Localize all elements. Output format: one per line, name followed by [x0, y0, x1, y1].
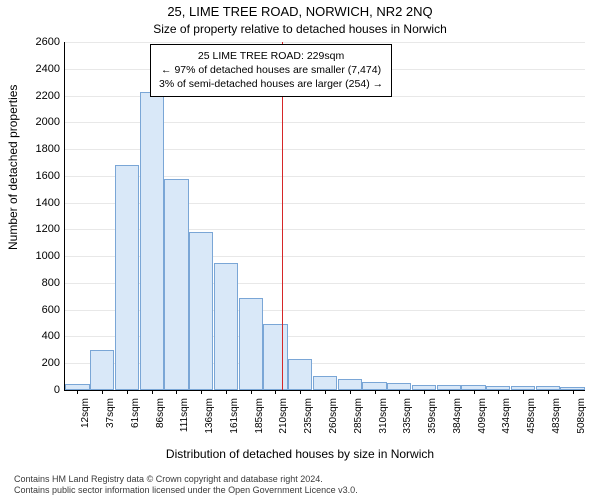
- x-tick-label: 210sqm: [278, 398, 289, 442]
- chart-container: 25, LIME TREE ROAD, NORWICH, NR2 2NQ Siz…: [0, 0, 600, 500]
- histogram-bar: [115, 165, 139, 390]
- histogram-bar: [90, 350, 114, 390]
- y-axis-label: Number of detached properties: [6, 85, 20, 250]
- x-tick: [275, 390, 276, 394]
- y-tick-label: 2200: [20, 90, 60, 102]
- y-tick-label: 600: [20, 304, 60, 316]
- x-tick-label: 86sqm: [155, 398, 166, 442]
- y-tick-label: 800: [20, 277, 60, 289]
- gridline: [65, 42, 585, 43]
- histogram-bar: [164, 179, 188, 390]
- x-tick: [300, 390, 301, 394]
- histogram-bar: [288, 359, 312, 390]
- x-tick: [176, 390, 177, 394]
- histogram-bar: [313, 376, 337, 390]
- x-axis-label: Distribution of detached houses by size …: [0, 447, 600, 461]
- annotation-line: 3% of semi-detached houses are larger (2…: [159, 77, 383, 91]
- y-tick-label: 1800: [20, 143, 60, 155]
- page-title: 25, LIME TREE ROAD, NORWICH, NR2 2NQ: [0, 4, 600, 19]
- x-tick-label: 434sqm: [501, 398, 512, 442]
- x-tick: [325, 390, 326, 394]
- y-tick-label: 2000: [20, 116, 60, 128]
- x-tick: [201, 390, 202, 394]
- x-tick-label: 61sqm: [130, 398, 141, 442]
- histogram-bar: [214, 263, 238, 390]
- x-tick: [226, 390, 227, 394]
- x-tick: [251, 390, 252, 394]
- y-tick-label: 2600: [20, 36, 60, 48]
- x-tick: [375, 390, 376, 394]
- histogram-bar: [263, 324, 287, 390]
- x-tick-label: 409sqm: [477, 398, 488, 442]
- y-tick-label: 200: [20, 357, 60, 369]
- x-tick-label: 136sqm: [204, 398, 215, 442]
- y-tick-label: 1400: [20, 197, 60, 209]
- x-tick: [350, 390, 351, 394]
- x-tick: [77, 390, 78, 394]
- x-tick: [152, 390, 153, 394]
- x-tick-label: 260sqm: [328, 398, 339, 442]
- annotation-line: 25 LIME TREE ROAD: 229sqm: [159, 49, 383, 63]
- x-tick: [548, 390, 549, 394]
- histogram-bar: [387, 383, 411, 390]
- y-tick-label: 1200: [20, 223, 60, 235]
- histogram-bar: [239, 298, 263, 390]
- y-tick-label: 0: [20, 384, 60, 396]
- x-tick: [474, 390, 475, 394]
- x-tick: [523, 390, 524, 394]
- x-tick: [127, 390, 128, 394]
- chart-subtitle: Size of property relative to detached ho…: [0, 22, 600, 36]
- x-tick-label: 359sqm: [427, 398, 438, 442]
- footer-line-2: Contains public sector information licen…: [14, 485, 590, 496]
- histogram-bar: [338, 379, 362, 390]
- x-tick: [498, 390, 499, 394]
- x-tick-label: 458sqm: [526, 398, 537, 442]
- x-tick-label: 483sqm: [551, 398, 562, 442]
- histogram-bar: [189, 232, 213, 390]
- y-tick-label: 2400: [20, 63, 60, 75]
- x-tick-label: 12sqm: [80, 398, 91, 442]
- x-tick: [399, 390, 400, 394]
- x-tick: [449, 390, 450, 394]
- x-tick-label: 310sqm: [378, 398, 389, 442]
- x-tick-label: 285sqm: [353, 398, 364, 442]
- x-tick-label: 161sqm: [229, 398, 240, 442]
- x-tick-label: 384sqm: [452, 398, 463, 442]
- y-tick-label: 1600: [20, 170, 60, 182]
- histogram-bar: [140, 92, 164, 390]
- x-tick-label: 185sqm: [254, 398, 265, 442]
- x-tick-label: 37sqm: [105, 398, 116, 442]
- y-tick-label: 1000: [20, 250, 60, 262]
- annotation-line: ← 97% of detached houses are smaller (7,…: [159, 63, 383, 77]
- footer-line-1: Contains HM Land Registry data © Crown c…: [14, 474, 590, 485]
- footer-attribution: Contains HM Land Registry data © Crown c…: [14, 474, 590, 497]
- x-tick: [573, 390, 574, 394]
- x-tick: [102, 390, 103, 394]
- annotation-box: 25 LIME TREE ROAD: 229sqm← 97% of detach…: [150, 44, 392, 97]
- x-tick-label: 508sqm: [576, 398, 587, 442]
- x-tick-label: 235sqm: [303, 398, 314, 442]
- x-tick: [424, 390, 425, 394]
- x-tick-label: 111sqm: [179, 398, 190, 442]
- histogram-bar: [362, 382, 386, 390]
- y-tick-label: 400: [20, 330, 60, 342]
- x-tick-label: 335sqm: [402, 398, 413, 442]
